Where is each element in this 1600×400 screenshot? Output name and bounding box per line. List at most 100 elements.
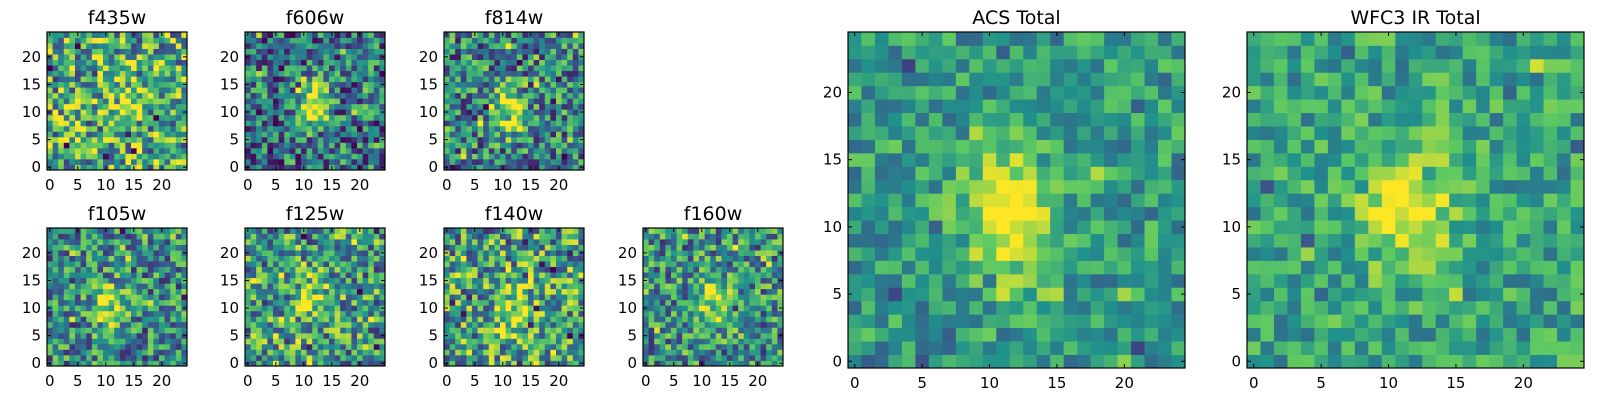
heatmap-cell (295, 59, 302, 66)
heatmap-cell (516, 136, 523, 143)
heatmap-cell (704, 299, 711, 306)
heatmap-cell (357, 288, 363, 295)
heatmap-cell (86, 261, 93, 268)
heatmap-cell (682, 332, 689, 339)
heatmap-cell (466, 360, 473, 367)
heatmap-cell (306, 153, 313, 160)
heatmap-cell (1050, 260, 1065, 275)
heatmap-cell (52, 120, 59, 127)
heatmap-cell (250, 54, 257, 60)
heatmap-cell (131, 125, 137, 132)
heatmap-cell (1171, 287, 1186, 302)
heatmap-cell (273, 244, 279, 251)
heatmap-cell (119, 228, 126, 234)
heatmap-cell (295, 250, 302, 256)
heatmap-cell (500, 310, 506, 317)
heatmap-cell (306, 70, 313, 77)
heatmap-cell (75, 250, 81, 256)
heatmap-cell (164, 261, 171, 268)
heatmap-cell (544, 288, 551, 295)
heatmap-cell (301, 261, 307, 268)
heatmap-cell (721, 354, 728, 361)
heatmap-cell (861, 314, 876, 329)
heatmap-cell (373, 158, 380, 165)
heatmap-cell (1171, 179, 1186, 194)
heatmap-cell (103, 43, 109, 49)
heatmap-cell (357, 103, 363, 110)
heatmap-cell (539, 360, 546, 367)
heatmap-cell (567, 360, 574, 367)
heatmap-cell (572, 305, 579, 312)
heatmap-cell (550, 332, 557, 339)
heatmap-cell (766, 360, 773, 367)
heatmap-cell (245, 76, 251, 83)
heatmap-cell (345, 349, 352, 356)
heatmap-cell (301, 349, 307, 356)
heatmap-cell (267, 76, 274, 83)
heatmap-cell (267, 228, 274, 234)
heatmap-cell (362, 343, 369, 350)
heatmap-cell (136, 354, 143, 361)
heatmap-cell (58, 321, 65, 328)
heatmap-cell (175, 125, 182, 132)
heatmap-cell (766, 327, 773, 334)
heatmap-cell (659, 266, 666, 273)
heatmap-cell (119, 277, 126, 284)
heatmap-cell (357, 305, 363, 312)
heatmap-cell (522, 360, 529, 367)
heatmap-cell (444, 288, 450, 295)
heatmap-cell (505, 59, 512, 66)
heatmap-cell (97, 272, 104, 279)
heatmap-cell (969, 206, 984, 221)
heatmap-cell (114, 338, 121, 345)
heatmap-cell (511, 136, 518, 143)
heatmap-cell (91, 98, 98, 105)
heatmap-cell (444, 294, 450, 301)
heatmap-cell (147, 228, 154, 234)
heatmap-cell (329, 327, 335, 334)
heatmap-cell (522, 54, 529, 60)
heatmap-cell (108, 98, 115, 105)
heatmap-cell (874, 233, 889, 248)
heatmap-cell (147, 43, 154, 49)
heatmap-cell (58, 305, 65, 312)
heatmap-cell (75, 98, 81, 105)
heatmap-cell (267, 65, 274, 72)
heatmap-cell (47, 147, 53, 154)
heatmap-cell (58, 109, 65, 116)
heatmap-cell (108, 360, 115, 367)
heatmap-cell (368, 98, 375, 105)
heatmap-cell (69, 228, 76, 234)
heatmap-cell (955, 287, 970, 302)
heatmap-cell (357, 87, 363, 94)
heatmap-cell (659, 316, 666, 323)
heatmap-cell (108, 244, 115, 251)
heatmap-cell (108, 59, 115, 66)
heatmap-cell (1077, 193, 1092, 208)
heatmap-cell (312, 43, 319, 49)
heatmap-cell (743, 272, 750, 279)
heatmap-cell (306, 266, 313, 273)
heatmap-cell (250, 360, 257, 367)
heatmap-cell (1104, 166, 1118, 181)
heatmap-cell (715, 294, 722, 301)
heatmap-cell (494, 48, 501, 55)
heatmap-cell (777, 228, 784, 234)
heatmap-cell (373, 239, 380, 245)
heatmap-cell (340, 338, 347, 345)
heatmap-cell (301, 288, 307, 295)
heatmap-cell (334, 305, 341, 312)
heatmap-cell (494, 114, 501, 121)
heatmap-cell (131, 87, 137, 94)
heatmap-cell (533, 131, 540, 138)
heatmap-cell (312, 244, 319, 251)
heatmap-cell (362, 261, 369, 268)
heatmap-cell (477, 244, 484, 251)
heatmap-cell (477, 87, 484, 94)
heatmap-cell (483, 283, 490, 290)
heatmap-cell (572, 92, 579, 99)
heatmap-cell (500, 153, 506, 160)
heatmap-cell (351, 76, 358, 83)
heatmap-cell (58, 354, 65, 361)
heatmap-cell (455, 327, 462, 334)
